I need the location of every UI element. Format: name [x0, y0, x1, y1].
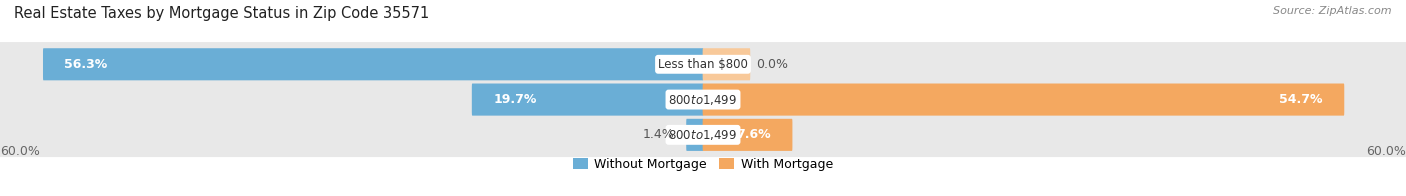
Text: Less than $800: Less than $800 — [658, 58, 748, 71]
Text: 60.0%: 60.0% — [1367, 145, 1406, 158]
FancyBboxPatch shape — [472, 83, 703, 116]
Text: 1.4%: 1.4% — [643, 128, 675, 141]
Text: 54.7%: 54.7% — [1279, 93, 1323, 106]
FancyBboxPatch shape — [703, 48, 751, 80]
Text: 7.6%: 7.6% — [737, 128, 770, 141]
FancyBboxPatch shape — [686, 119, 703, 151]
FancyBboxPatch shape — [0, 42, 1406, 86]
Text: Source: ZipAtlas.com: Source: ZipAtlas.com — [1274, 6, 1392, 16]
FancyBboxPatch shape — [0, 113, 1406, 157]
Text: 60.0%: 60.0% — [0, 145, 39, 158]
FancyBboxPatch shape — [703, 119, 793, 151]
Text: 0.0%: 0.0% — [756, 58, 787, 71]
FancyBboxPatch shape — [44, 48, 703, 80]
FancyBboxPatch shape — [703, 83, 1344, 116]
Text: Real Estate Taxes by Mortgage Status in Zip Code 35571: Real Estate Taxes by Mortgage Status in … — [14, 6, 429, 21]
Text: 19.7%: 19.7% — [494, 93, 537, 106]
FancyBboxPatch shape — [0, 77, 1406, 122]
Text: $800 to $1,499: $800 to $1,499 — [668, 93, 738, 107]
Text: 56.3%: 56.3% — [65, 58, 108, 71]
Text: $800 to $1,499: $800 to $1,499 — [668, 128, 738, 142]
Legend: Without Mortgage, With Mortgage: Without Mortgage, With Mortgage — [568, 153, 838, 176]
